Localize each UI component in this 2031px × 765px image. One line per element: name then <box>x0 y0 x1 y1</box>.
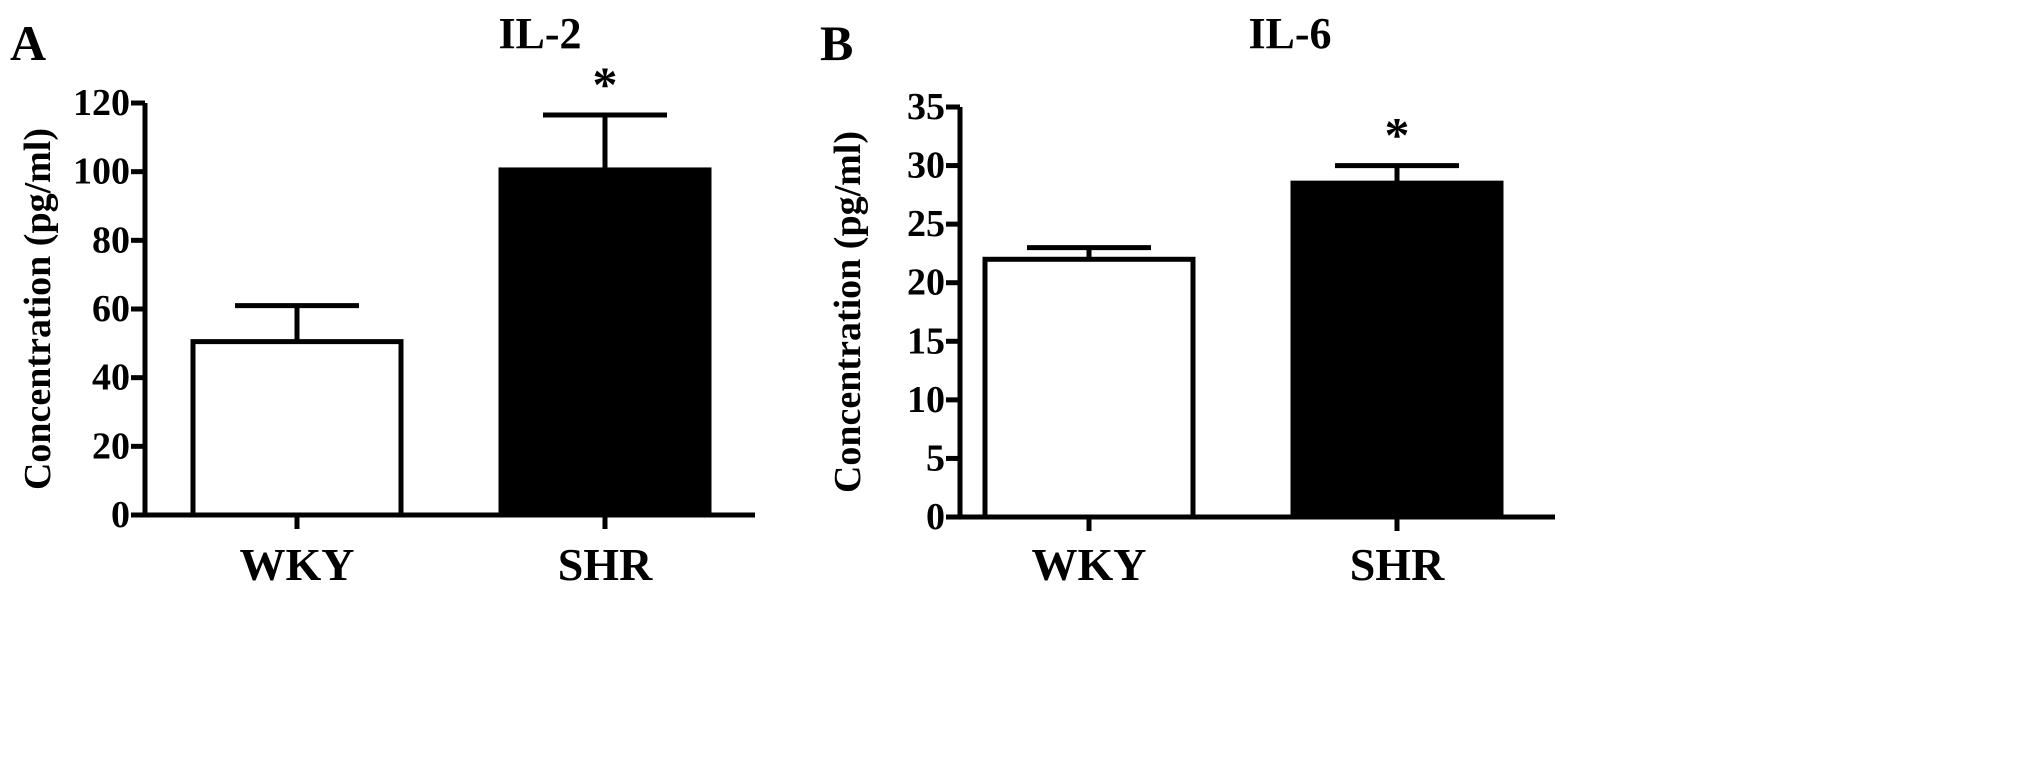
y-tick-label: 30 <box>907 145 945 187</box>
y-tick-label: 15 <box>907 320 945 362</box>
x-tick-label: SHR <box>558 539 653 590</box>
y-tick-label: 20 <box>907 262 945 304</box>
significance-marker: * <box>1385 107 1410 163</box>
y-axis-label: Concentration (pg/ml) <box>827 131 869 493</box>
y-tick-label: 20 <box>92 425 130 467</box>
x-tick-label: WKY <box>1032 539 1147 590</box>
x-tick-label: WKY <box>240 539 355 590</box>
y-tick-label: 0 <box>926 496 945 538</box>
bar-wky <box>982 256 1196 520</box>
panel-b: B IL-6 Concentration (pg/ml) 0 5 10 15 20 25 30 35… <box>820 9 1555 590</box>
y-tick-label: 40 <box>92 357 130 399</box>
y-tick-label: 80 <box>92 219 130 261</box>
chart-title: IL-2 <box>498 9 581 58</box>
y-tick-label: 10 <box>907 379 945 421</box>
y-tick-label: 35 <box>907 86 945 128</box>
chart-title: IL-6 <box>1248 9 1331 58</box>
significance-marker: * <box>593 56 618 112</box>
bar-wky <box>190 339 404 518</box>
panel-a: A IL-2 Concentration (pg/ml) 0 20 40 60 80 100 12… <box>10 9 755 590</box>
y-tick-label: 0 <box>111 494 130 536</box>
y-tick-label: 25 <box>907 203 945 245</box>
bar-shr <box>1290 180 1504 520</box>
y-tick-label: 5 <box>926 437 945 479</box>
y-tick-label: 60 <box>92 288 130 330</box>
y-tick-label: 120 <box>73 82 130 124</box>
panel-letter: B <box>820 15 853 71</box>
y-tick-label: 100 <box>73 151 130 193</box>
panel-letter: A <box>10 15 46 71</box>
bar-shr <box>498 167 712 518</box>
x-tick-label: SHR <box>1350 539 1445 590</box>
y-axis-label: Concentration (pg/ml) <box>17 128 59 490</box>
